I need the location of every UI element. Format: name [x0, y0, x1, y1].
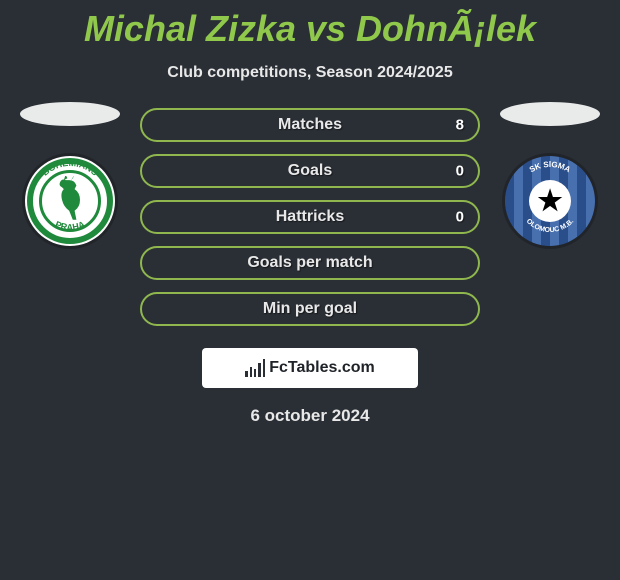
bar-chart-icon	[245, 359, 265, 377]
svg-text:OLOMOUC M.B.: OLOMOUC M.B.	[525, 218, 576, 234]
stats-list: Matches 8 Goals 0 Hattricks 0 Goals per …	[130, 102, 490, 332]
comparison-body: BOHEMIANS PRAHA Matches 8 Goals 0	[0, 102, 620, 332]
bohemians-ring-text: BOHEMIANS PRAHA	[25, 156, 115, 246]
footer-logo[interactable]: FcTables.com	[202, 348, 418, 388]
title-player-right: DohnÃ¡lek	[356, 8, 536, 49]
club-badge-right: ★ SK SIGMA OLOMOUC M.B.	[505, 156, 595, 246]
subtitle: Club competitions, Season 2024/2025	[0, 54, 620, 102]
stat-label: Goals	[288, 162, 332, 180]
stat-row-goals-per-match: Goals per match	[140, 246, 480, 280]
stat-right-val: 8	[456, 117, 464, 134]
svg-text:PRAHA: PRAHA	[54, 219, 87, 232]
stat-label: Goals per match	[247, 254, 372, 272]
player-right-name-pill	[500, 102, 600, 126]
svg-text:SK SIGMA: SK SIGMA	[528, 160, 572, 174]
player-left-name-pill	[20, 102, 120, 126]
stat-row-hattricks: Hattricks 0	[140, 200, 480, 234]
stat-label: Min per goal	[263, 300, 357, 318]
club-badge-left: BOHEMIANS PRAHA	[25, 156, 115, 246]
stat-row-goals: Goals 0	[140, 154, 480, 188]
sigma-ring-text: SK SIGMA OLOMOUC M.B.	[505, 156, 595, 246]
stat-row-min-per-goal: Min per goal	[140, 292, 480, 326]
stat-label: Matches	[278, 116, 342, 134]
stat-label: Hattricks	[276, 208, 344, 226]
comparison-widget: Michal Zizka vs DohnÃ¡lek Club competiti…	[0, 0, 620, 426]
stat-right-val: 0	[456, 209, 464, 226]
footer-logo-text: FcTables.com	[269, 359, 375, 377]
stat-row-matches: Matches 8	[140, 108, 480, 142]
player-left-column: BOHEMIANS PRAHA	[10, 102, 130, 246]
stat-right-val: 0	[456, 163, 464, 180]
svg-text:BOHEMIANS: BOHEMIANS	[40, 158, 100, 178]
title-vs: vs	[296, 8, 356, 49]
footer-date: 6 october 2024	[0, 406, 620, 426]
page-title: Michal Zizka vs DohnÃ¡lek	[0, 0, 620, 54]
player-right-column: ★ SK SIGMA OLOMOUC M.B.	[490, 102, 610, 246]
title-player-left: Michal Zizka	[84, 8, 296, 49]
